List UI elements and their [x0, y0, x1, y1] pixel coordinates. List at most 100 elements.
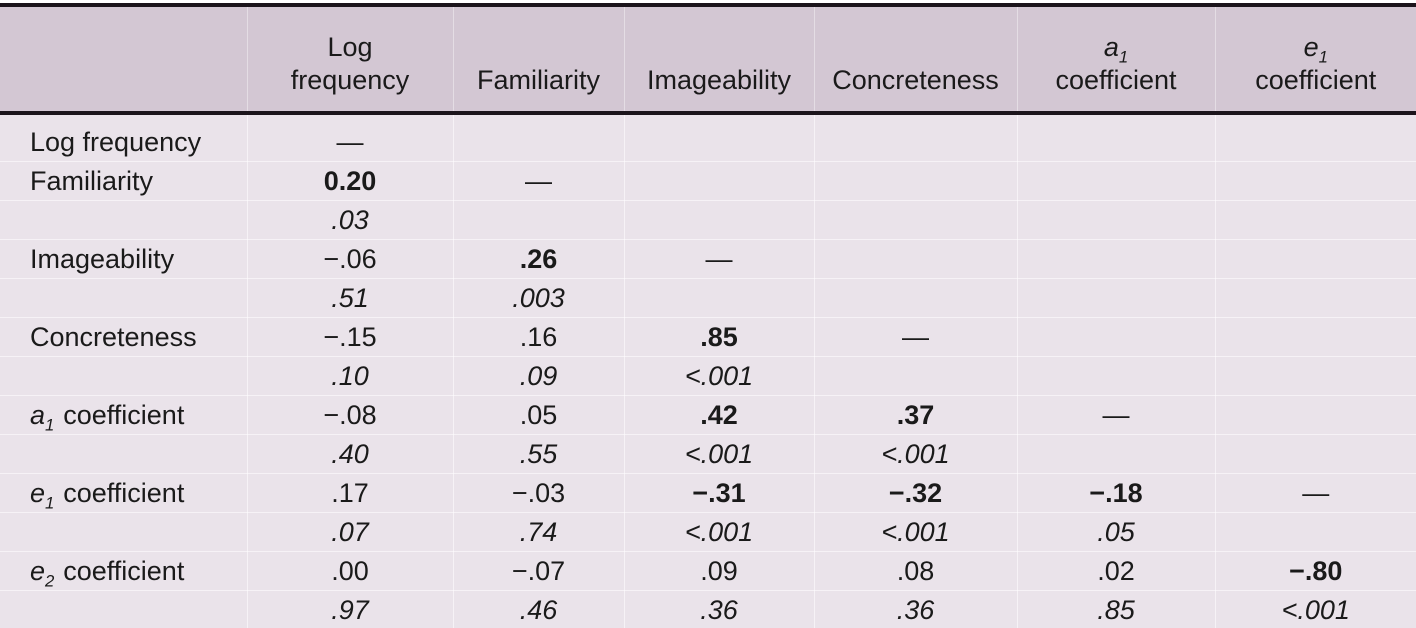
empty-cell — [1016, 434, 1216, 474]
empty-cell — [1214, 161, 1416, 201]
header-line: a1 — [1024, 31, 1209, 67]
empty-cell — [0, 356, 248, 396]
coefficient-cell: −.08 — [246, 395, 454, 435]
empty-cell — [813, 239, 1018, 279]
p-value-row: .03 — [0, 200, 1416, 240]
empty-cell — [1214, 395, 1416, 435]
p-value-cell: .97 — [246, 590, 454, 628]
p-value-cell: .46 — [452, 590, 625, 628]
empty-cell — [623, 112, 815, 162]
header-cell: Concreteness — [813, 7, 1018, 115]
p-value-cell: <.001 — [1214, 590, 1416, 628]
header-line: Imageability — [646, 65, 792, 95]
empty-cell — [813, 356, 1018, 396]
empty-cell — [813, 278, 1018, 318]
coefficient-cell: .37 — [813, 395, 1018, 435]
p-value-cell: .36 — [813, 590, 1018, 628]
coefficient-cell: .16 — [452, 317, 625, 357]
empty-cell — [1214, 317, 1416, 357]
variable-symbol: a — [30, 400, 46, 430]
coefficient-cell: .85 — [623, 317, 815, 357]
variable-symbol: e — [30, 478, 46, 508]
coefficient-cell: .26 — [452, 239, 625, 279]
empty-cell — [1214, 356, 1416, 396]
coefficient-cell: .42 — [623, 395, 815, 435]
empty-cell — [1214, 278, 1416, 318]
coefficient-cell: −.15 — [246, 317, 454, 357]
header-line: frequency — [290, 65, 410, 95]
p-value-cell: .05 — [1016, 512, 1216, 552]
diagonal-dash-cell: — — [246, 112, 454, 162]
coefficient-cell: .09 — [623, 551, 815, 591]
row-label: e1 coefficient — [0, 473, 248, 513]
variable-symbol: a — [1103, 32, 1119, 62]
empty-cell — [1214, 112, 1416, 162]
header-row: Log frequency Familiarity Imageability Concr… — [0, 7, 1416, 115]
row-label-word: coefficient — [63, 478, 185, 508]
row-label: Imageability — [0, 239, 248, 279]
empty-cell — [813, 200, 1018, 240]
table-row: Log frequency — — [0, 112, 1416, 162]
table-body: Log frequency — Familiarity 0.20— .03 Imageab… — [0, 112, 1416, 628]
table-row: Familiarity 0.20— — [0, 161, 1416, 201]
table-header: Log frequency Familiarity Imageability Concr… — [0, 7, 1416, 115]
header-line: coefficient — [1055, 65, 1177, 95]
p-value-row: .97.46.36.36.85 <.001 — [0, 590, 1416, 628]
p-value-cell: <.001 — [813, 434, 1018, 474]
empty-cell — [0, 434, 248, 474]
coefficient-cell: 0.20 — [246, 161, 454, 201]
header-line: Log — [327, 32, 373, 62]
p-value-row: .07.74 <.001 <.001.05 — [0, 512, 1416, 552]
p-value-cell: .74 — [452, 512, 625, 552]
table-row: e1 coefficient .17 −.03 −.31 −.32 −.18— — [0, 473, 1416, 513]
empty-cell — [0, 512, 248, 552]
header-line: Familiarity — [476, 65, 600, 95]
p-value-row: .10.09 <.001 — [0, 356, 1416, 396]
empty-cell — [0, 590, 248, 628]
coefficient-cell: −.18 — [1016, 473, 1216, 513]
empty-cell — [1016, 112, 1216, 162]
coefficient-cell: .02 — [1016, 551, 1216, 591]
header-line: Concreteness — [832, 65, 999, 95]
correlation-table: Log frequency Familiarity Imageability Concr… — [0, 7, 1416, 628]
row-label-word: coefficient — [63, 400, 185, 430]
header-cell: Familiarity — [452, 7, 625, 115]
empty-cell — [0, 200, 248, 240]
empty-cell — [1016, 161, 1216, 201]
coefficient-cell: −.03 — [452, 473, 625, 513]
p-value-cell: .07 — [246, 512, 454, 552]
coefficient-cell: −.31 — [623, 473, 815, 513]
coefficient-cell: −.06 — [246, 239, 454, 279]
row-label: e2 coefficient — [0, 551, 248, 591]
empty-cell — [1214, 200, 1416, 240]
diagonal-dash-cell: — — [623, 239, 815, 279]
diagonal-dash-cell: — — [1016, 395, 1216, 435]
top-rule — [0, 3, 1416, 7]
coefficient-cell: .05 — [452, 395, 625, 435]
coefficient-cell: .17 — [246, 473, 454, 513]
p-value-cell: .03 — [246, 200, 454, 240]
empty-cell — [0, 278, 248, 318]
empty-cell — [1214, 239, 1416, 279]
coefficient-cell: −.32 — [813, 473, 1018, 513]
p-value-cell: .40 — [246, 434, 454, 474]
p-value-row: .40.55 <.001 <.001 — [0, 434, 1416, 474]
header-cell: Imageability — [623, 7, 815, 115]
header-cell — [0, 7, 248, 115]
variable-subscript: 1 — [1318, 47, 1328, 67]
row-label-text: Log frequency — [30, 127, 202, 157]
empty-cell — [452, 200, 625, 240]
table-row: Concreteness −.15.16.85— — [0, 317, 1416, 357]
p-value-cell: .85 — [1016, 590, 1216, 628]
p-value-cell: <.001 — [623, 356, 815, 396]
p-value-cell: <.001 — [623, 512, 815, 552]
row-label: a1 coefficient — [0, 395, 248, 435]
variable-subscript: 1 — [45, 415, 55, 435]
p-value-cell: .51 — [246, 278, 454, 318]
empty-cell — [1016, 356, 1216, 396]
header-line: coefficient — [1255, 65, 1377, 95]
diagonal-dash-cell: — — [1214, 473, 1416, 513]
row-label: Familiarity — [0, 161, 248, 201]
variable-subscript: 1 — [45, 493, 55, 513]
variable-subscript: 1 — [1118, 47, 1129, 67]
